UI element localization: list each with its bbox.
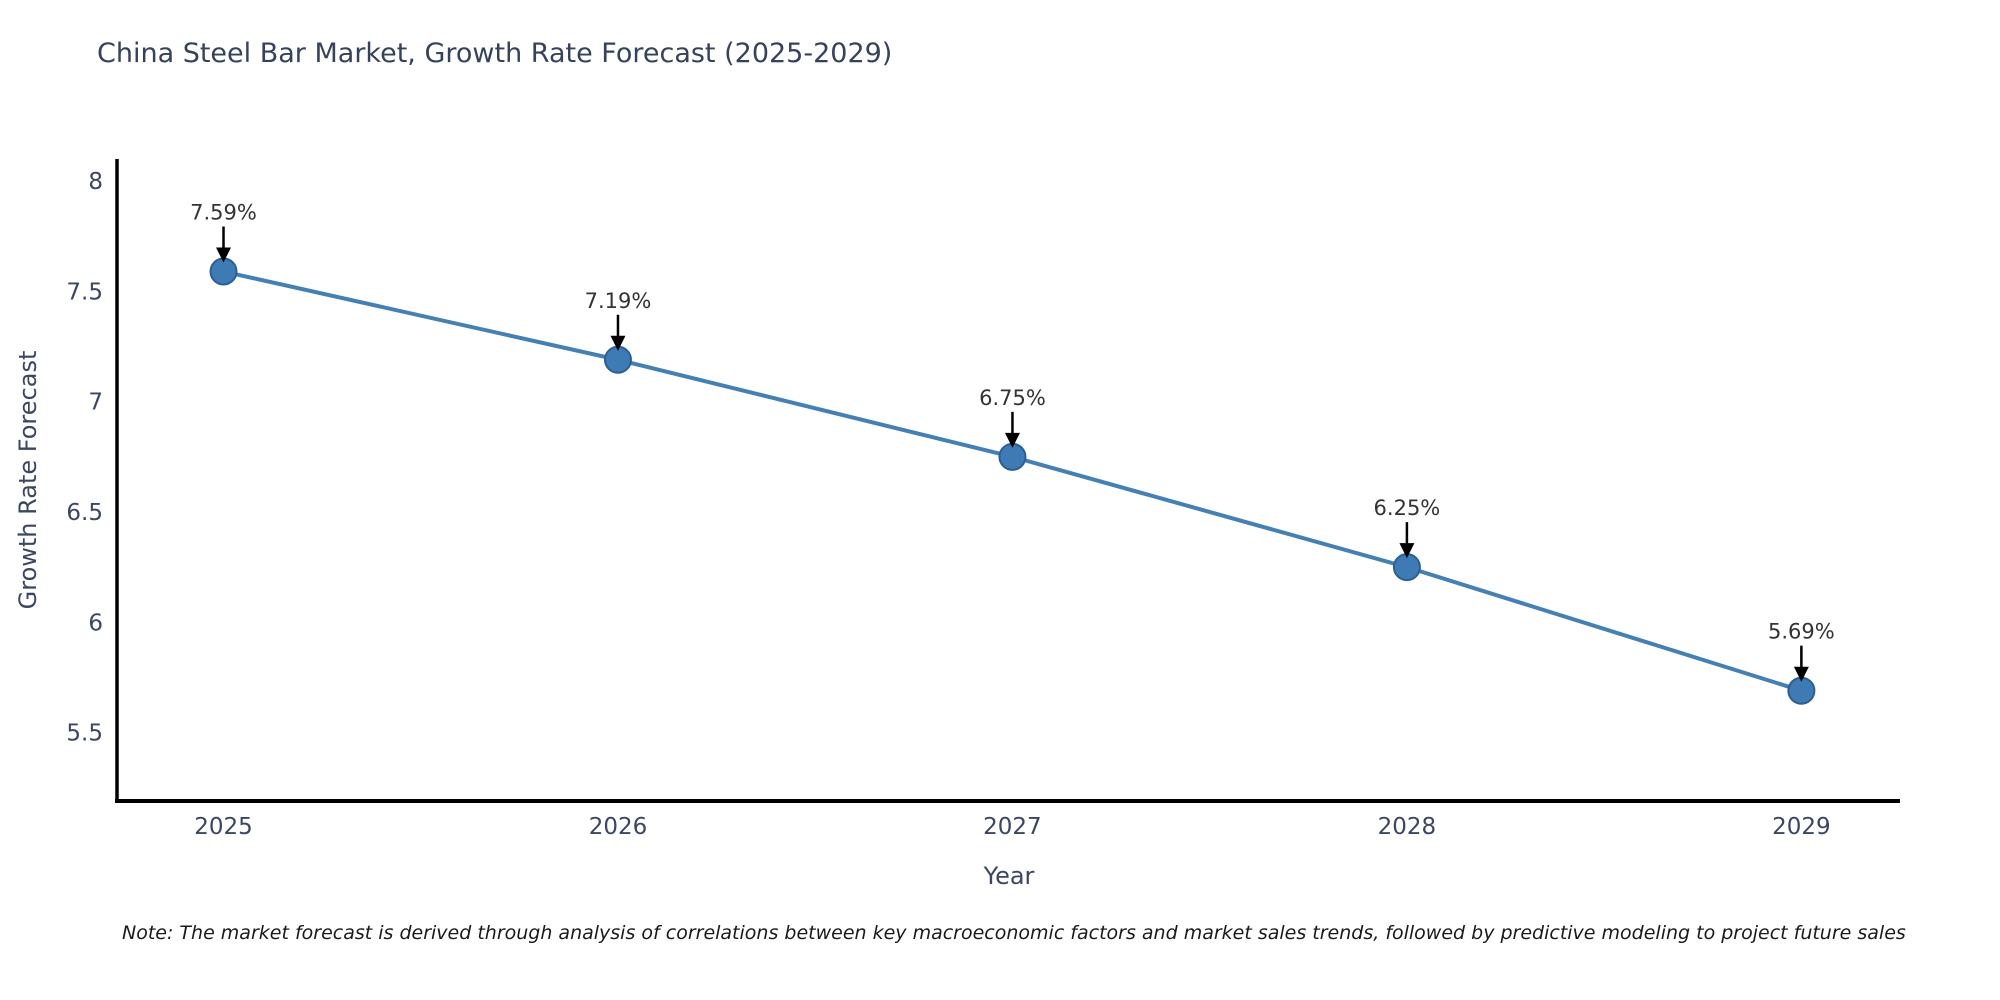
data-point-label: 5.69% (1768, 620, 1835, 644)
annotation-arrow-head (1004, 432, 1020, 448)
chart-title: China Steel Bar Market, Growth Rate Fore… (97, 38, 893, 69)
y-tick-label: 5.5 (66, 721, 103, 747)
data-line (221, 269, 1804, 693)
y-tick-label: 8 (88, 169, 103, 195)
annotation-arrow-head (1793, 666, 1809, 682)
data-point-label: 7.59% (190, 201, 257, 225)
annotation-arrow-head (610, 335, 626, 351)
footnote: Note: The market forecast is derived thr… (122, 922, 1906, 944)
annotation-arrow-head (1399, 543, 1415, 559)
x-tick-label: 2025 (194, 814, 253, 840)
data-point-label: 6.25% (1374, 496, 1441, 520)
x-tick-label: 2028 (1378, 814, 1437, 840)
y-tick-label: 7.5 (66, 279, 103, 305)
data-point-label: 6.75% (979, 386, 1046, 410)
data-point-label: 7.19% (585, 289, 652, 313)
x-tick-label: 2029 (1772, 814, 1831, 840)
annotation-arrow-head (216, 247, 232, 263)
y-tick-label: 6 (88, 610, 103, 636)
x-tick-label: 2027 (983, 814, 1042, 840)
x-axis-title: Year (983, 862, 1035, 890)
y-tick-label: 6.5 (66, 500, 103, 526)
x-tick-label: 2026 (589, 814, 648, 840)
y-tick-label: 7 (88, 390, 103, 416)
